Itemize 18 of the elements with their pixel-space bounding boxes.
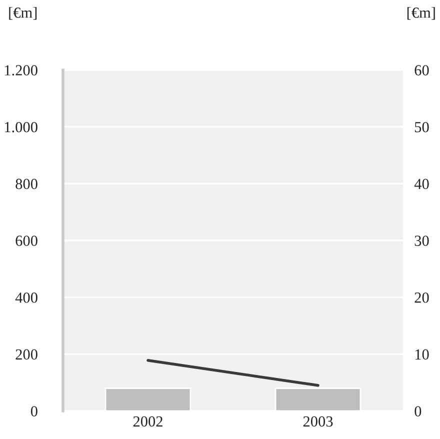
y2-tick-label: 50 xyxy=(415,122,429,132)
y2-tick-label: 30 xyxy=(414,236,429,246)
y-tick-label: 600 xyxy=(16,236,38,246)
x-tick-label: 2002 xyxy=(133,416,162,427)
y2-axis-title: [€m] xyxy=(407,7,435,20)
x-tick-label: 2003 xyxy=(303,416,333,427)
y2-tick-label: 0 xyxy=(414,406,422,416)
y-tick-label: 1.200 xyxy=(4,65,38,76)
y-tick-label: 800 xyxy=(16,178,38,190)
y-axis-title: [€m] xyxy=(9,7,37,20)
y2-tick-label: 10 xyxy=(415,349,429,360)
y-tick-label: 400 xyxy=(15,292,38,303)
y-tick-label: 1.000 xyxy=(4,122,38,132)
y-tick-label: 200 xyxy=(16,349,38,360)
y-tick-label: 0 xyxy=(30,406,38,416)
y2-tick-label: 60 xyxy=(414,65,429,76)
y2-tick-label: 40 xyxy=(414,178,429,190)
y2-tick-label: 20 xyxy=(414,292,429,303)
